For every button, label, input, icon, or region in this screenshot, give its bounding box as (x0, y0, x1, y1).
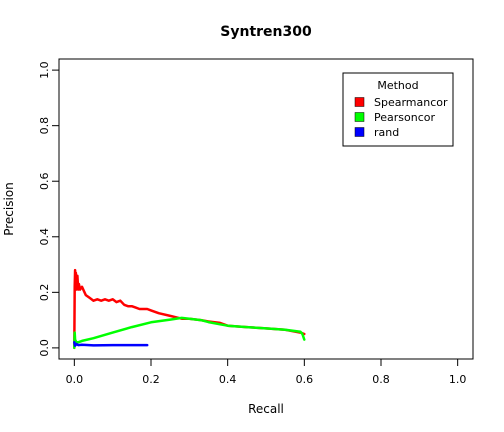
x-axis-label: Recall (248, 402, 284, 416)
y-axis: 0.0 0.2 0.4 0.6 0.8 1.0 (38, 61, 60, 357)
x-tick-label: 0.2 (142, 373, 160, 386)
x-axis: 0.0 0.2 0.4 0.6 0.8 1.0 (66, 358, 467, 386)
x-tick-label: 1.0 (449, 373, 467, 386)
legend-label-pearsoncor: Pearsoncor (374, 111, 435, 124)
y-tick-label: 0.2 (38, 284, 51, 302)
legend-label-spearmancor: Spearmancor (374, 96, 448, 109)
legend-swatch-rand (354, 127, 365, 137)
x-tick-label: 0.8 (372, 373, 390, 386)
y-tick-label: 0.0 (38, 339, 51, 357)
y-tick-label: 0.4 (38, 228, 51, 246)
series-line-rand (73, 341, 149, 347)
y-tick-label: 0.8 (38, 117, 51, 134)
chart-title: Syntren300 (220, 24, 312, 40)
y-axis-label: Precision (2, 182, 16, 236)
x-tick-label: 0.4 (219, 373, 237, 386)
legend: Method Spearmancor Pearsoncor rand (342, 72, 454, 147)
legend-swatch-spearmancor (354, 97, 365, 107)
legend-title: Method (377, 79, 418, 92)
x-tick-label: 0.6 (296, 373, 314, 386)
series-line-pearsoncor (73, 316, 306, 350)
x-tick-label: 0.0 (66, 373, 84, 386)
series-line-spearmancor (73, 268, 306, 350)
legend-label-rand: rand (374, 126, 399, 139)
y-tick-label: 1.0 (38, 61, 51, 79)
legend-swatch-pearsoncor (354, 112, 365, 122)
y-tick-label: 0.6 (38, 172, 51, 190)
series-layer (73, 268, 306, 350)
